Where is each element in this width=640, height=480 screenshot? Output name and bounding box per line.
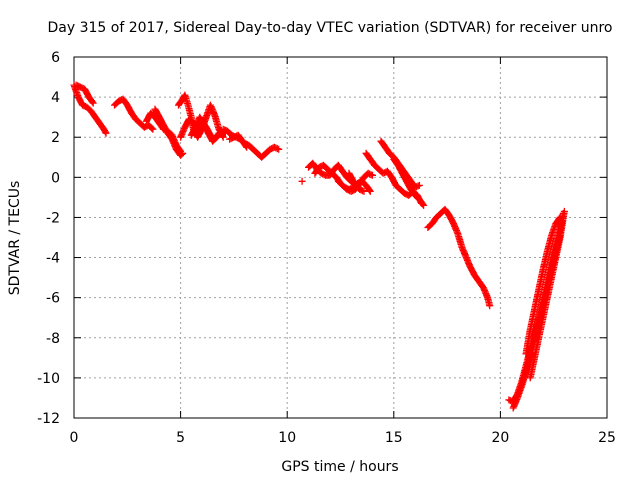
y-tick-label: 4 <box>51 90 60 106</box>
x-tick-label: 20 <box>491 430 509 446</box>
y-tick-label: -2 <box>46 210 60 226</box>
x-tick-label: 5 <box>176 430 185 446</box>
y-tick-label: 6 <box>51 50 60 66</box>
y-tick-label: -6 <box>46 291 60 307</box>
x-tick-label: 0 <box>70 430 79 446</box>
plot-frame <box>73 56 608 419</box>
y-tick-label: -8 <box>46 331 60 347</box>
x-tick-label: 15 <box>385 430 403 446</box>
x-axis-label: GPS time / hours <box>281 459 398 475</box>
x-tick-label: 25 <box>598 430 616 446</box>
x-tick-labels: 0 5 10 15 20 25 <box>70 430 616 446</box>
chart-title: Day 315 of 2017, Sidereal Day-to-day VTE… <box>48 20 613 36</box>
y-tick-label: -4 <box>46 251 60 267</box>
y-tick-label: 2 <box>51 130 60 146</box>
data-points <box>70 81 568 412</box>
y-tick-labels: -12 -10 -8 -6 -4 -2 0 2 4 6 <box>37 50 60 427</box>
y-tick-label: -12 <box>37 411 60 427</box>
y-axis-label: SDTVAR / TECUs <box>7 181 23 296</box>
x-tick-label: 10 <box>278 430 296 446</box>
y-tick-label: -10 <box>37 371 60 387</box>
y-tick-label: 0 <box>51 170 60 186</box>
axis-ticks <box>73 56 608 419</box>
grid-lines <box>74 57 607 418</box>
sdtvar-markers <box>70 81 568 412</box>
